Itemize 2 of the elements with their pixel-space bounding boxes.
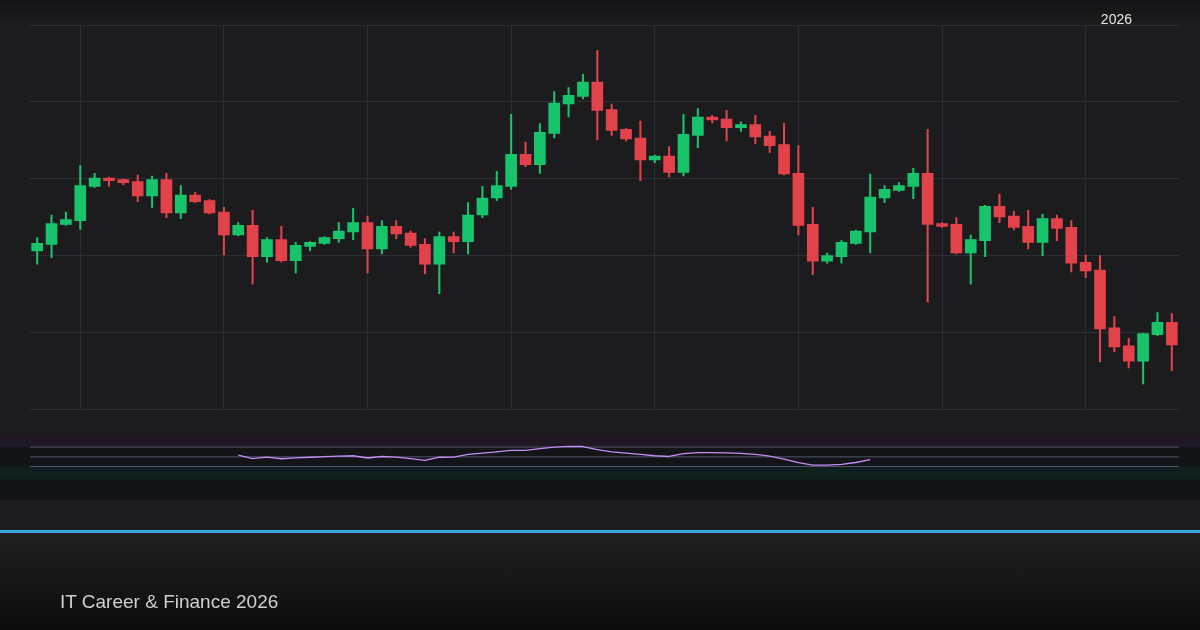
text: 2026 xyxy=(1100,11,1132,27)
text: IT Career & Finance 2026 xyxy=(60,591,279,613)
